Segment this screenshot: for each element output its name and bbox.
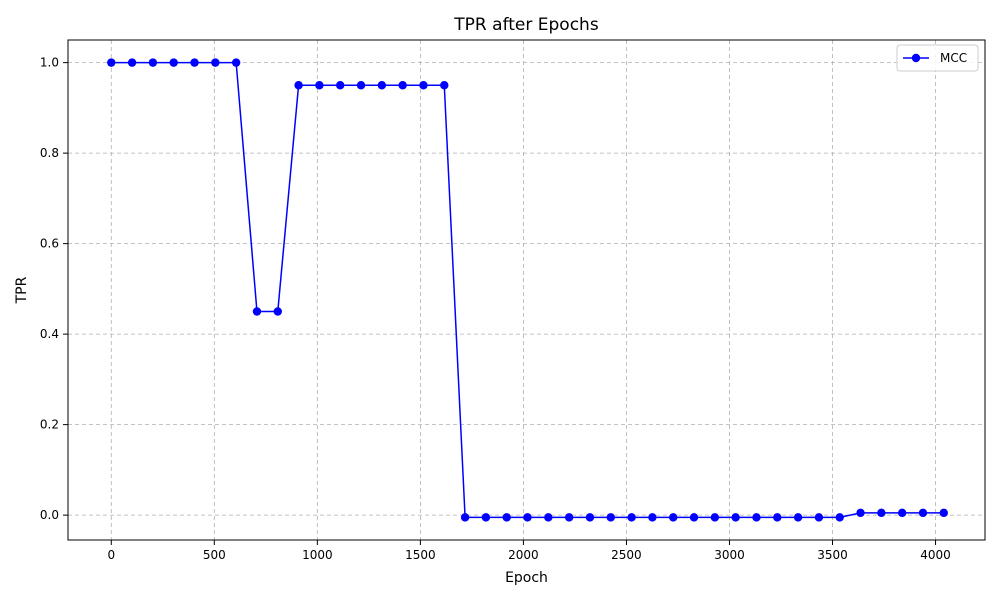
- y-tick-label: 0.8: [40, 146, 59, 160]
- data-point: [148, 58, 158, 67]
- plot-frame: [67, 39, 986, 541]
- data-point: [918, 508, 928, 518]
- data-point: [127, 58, 137, 67]
- data-point: [710, 513, 720, 522]
- data-point: [481, 513, 491, 522]
- x-tick-label: 1000: [302, 548, 333, 562]
- grid-layer: [68, 40, 985, 540]
- data-point: [336, 81, 345, 90]
- legend-label: MCC: [940, 51, 967, 65]
- legend: MCC: [896, 44, 979, 72]
- data-point: [814, 513, 824, 522]
- data-point: [440, 81, 449, 90]
- x-tick-label: 500: [203, 548, 226, 562]
- x-tick-label: 3500: [817, 548, 848, 562]
- data-point: [585, 513, 595, 522]
- x-tick-label: 1500: [405, 548, 436, 562]
- data-point: [523, 513, 532, 522]
- data-point: [356, 81, 366, 90]
- data-point: [835, 513, 844, 522]
- x-tick-label: 2500: [611, 548, 642, 562]
- data-point: [398, 81, 407, 90]
- x-axis-label: Epoch: [505, 570, 548, 586]
- data-point: [897, 508, 907, 518]
- data-point: [231, 58, 241, 67]
- data-point: [377, 81, 387, 90]
- y-tick-label: 0.0: [40, 508, 59, 522]
- y-tick-label: 1.0: [40, 56, 59, 70]
- data-point: [419, 81, 428, 90]
- data-point: [294, 81, 303, 90]
- data-point: [252, 307, 262, 316]
- data-point: [169, 58, 178, 67]
- data-point: [190, 58, 199, 67]
- data-point: [502, 513, 511, 522]
- data-point: [627, 513, 636, 522]
- y-tick-label: 0.6: [40, 237, 59, 251]
- data-point: [939, 508, 948, 518]
- data-point: [211, 58, 220, 67]
- chart-title: TPR after Epochs: [453, 15, 599, 35]
- x-tick-label: 3000: [714, 548, 745, 562]
- data-point: [773, 513, 782, 522]
- data-point: [544, 513, 553, 522]
- data-point: [731, 513, 740, 522]
- data-point: [315, 81, 324, 90]
- data-point: [689, 513, 699, 522]
- data-point: [752, 513, 761, 522]
- legend-box: [896, 44, 979, 72]
- x-tick-label: 0: [107, 548, 115, 562]
- y-tick-label: 0.2: [40, 418, 59, 432]
- series-line-mcc: [111, 61, 944, 519]
- x-tick-label: 4000: [920, 548, 951, 562]
- tick-layer: 0 500 1000 1500 2000 2500 3000 3500 4000 0.0 0.2 0.…: [40, 56, 951, 562]
- data-point: [669, 513, 678, 522]
- data-point: [877, 508, 886, 518]
- data-point: [606, 513, 615, 522]
- data-point: [793, 513, 803, 522]
- y-tick-label: 0.4: [40, 327, 59, 341]
- legend-marker: [911, 53, 921, 63]
- data-point: [648, 513, 657, 522]
- data-point: [460, 513, 470, 522]
- data-point: [564, 513, 574, 522]
- data-point: [107, 58, 116, 67]
- data-point: [856, 508, 865, 518]
- data-point: [273, 307, 282, 316]
- series-layer: [107, 58, 948, 522]
- x-tick-label: 2000: [508, 548, 539, 562]
- y-axis-label: TPR: [14, 276, 30, 304]
